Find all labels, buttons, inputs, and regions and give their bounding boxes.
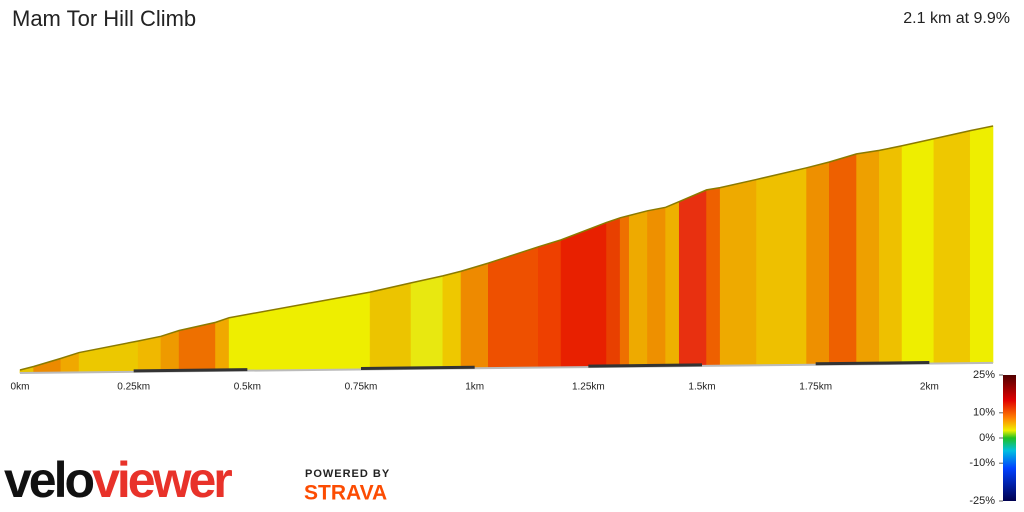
profile-outline <box>19 125 994 371</box>
profile-segment <box>628 210 648 367</box>
powered-by: POWERED BY <box>305 468 390 480</box>
profile-segment <box>78 340 139 373</box>
x-scale-band <box>588 363 703 368</box>
x-tick-label: 1km <box>465 382 484 393</box>
profile-segment <box>856 150 880 365</box>
logo-part: velo <box>4 452 94 508</box>
x-tick-label: 0.25km <box>117 382 150 393</box>
colorbar-tick-label: 10% <box>973 407 995 419</box>
profile-segment <box>606 217 621 368</box>
colorbar-tick-label: 25% <box>973 369 995 381</box>
x-tick-label: 1.25km <box>572 382 605 393</box>
x-tick-label: 0.5km <box>234 382 261 393</box>
x-tick-label: 1.5km <box>688 382 715 393</box>
profile-segment <box>538 239 562 368</box>
profile-segment <box>410 275 444 370</box>
profile-segment <box>369 282 412 370</box>
x-tick-label: 2km <box>920 382 939 393</box>
profile-segment <box>460 262 489 369</box>
logo-part: viewer <box>92 452 232 508</box>
profile-segment <box>829 153 857 365</box>
profile-segment <box>215 317 230 372</box>
profile-segment <box>228 291 371 372</box>
profile-segment <box>879 145 903 365</box>
profile-segment <box>647 206 666 367</box>
profile-segment <box>560 222 607 368</box>
profile-segment <box>678 189 707 367</box>
chart-subtitle: 2.1 km at 9.9% <box>903 10 1010 27</box>
colorbar-tick-label: 0% <box>979 432 995 444</box>
profile-segment <box>442 270 462 369</box>
profile-segment <box>806 161 830 366</box>
x-tick-label: 0km <box>11 382 30 393</box>
colorbar-tick-label: -25% <box>969 495 995 507</box>
profile-segment <box>969 125 994 364</box>
x-scale-band <box>815 361 930 366</box>
profile-segment <box>756 167 807 366</box>
colorbar-tick-label: -10% <box>969 457 995 469</box>
profile-segment <box>160 330 180 372</box>
x-scale-band <box>360 365 475 370</box>
logo: veloviewer <box>4 452 232 508</box>
x-tick-label: 0.75km <box>345 382 378 393</box>
x-scale-band <box>133 368 248 373</box>
profile-segment <box>933 130 971 364</box>
colorbar <box>1003 375 1016 501</box>
profile-segment <box>665 201 680 367</box>
profile-segment <box>619 215 630 368</box>
profile-segment <box>901 138 935 365</box>
profile-segment <box>706 187 721 367</box>
profile-segment <box>719 179 757 367</box>
x-tick-label: 1.75km <box>799 382 832 393</box>
chart-title: Mam Tor Hill Climb <box>12 6 196 31</box>
profile-segment <box>488 246 539 369</box>
provider: STRAVA <box>304 482 387 505</box>
profile-segment <box>137 335 162 373</box>
